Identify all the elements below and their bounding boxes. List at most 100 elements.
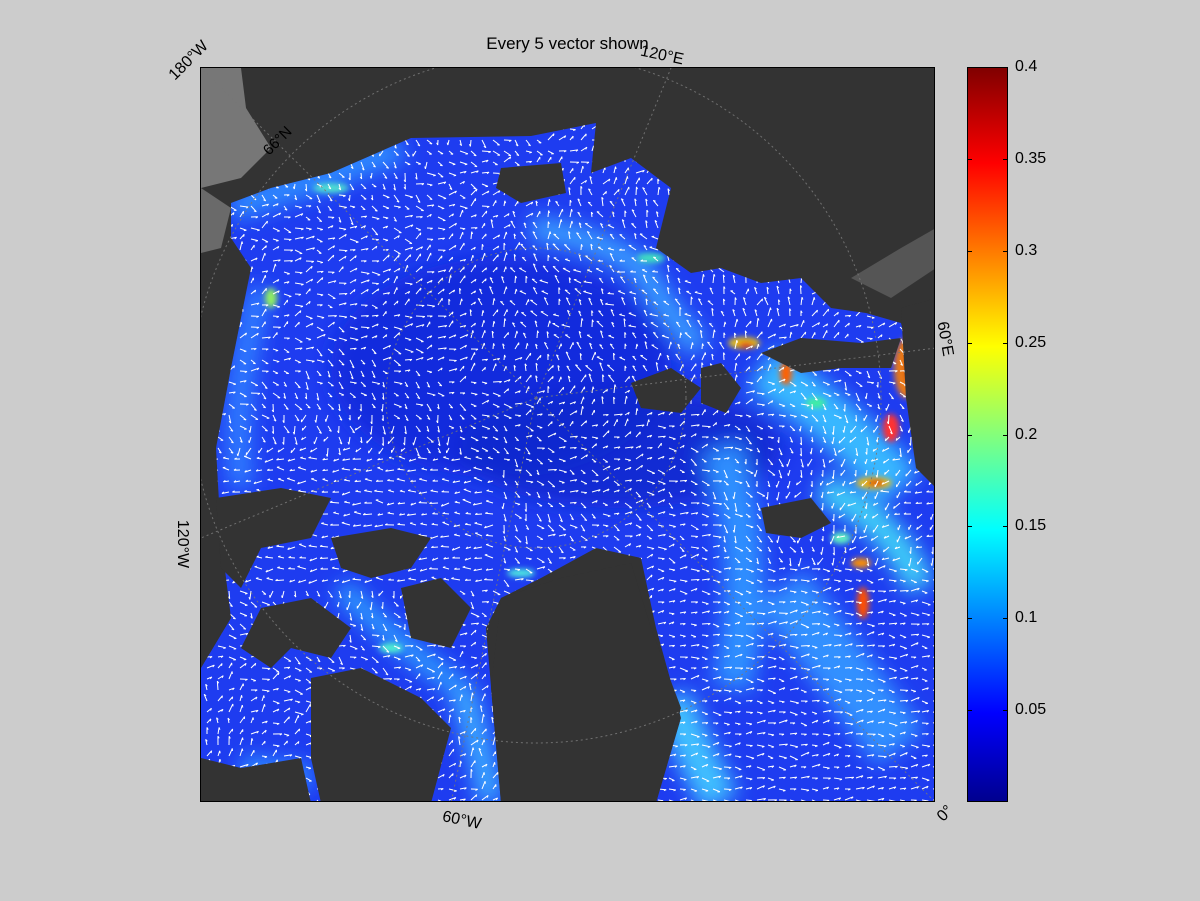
current-vector-head xyxy=(473,187,477,190)
current-vector xyxy=(602,430,610,438)
current-vector xyxy=(387,436,395,445)
current-vector xyxy=(547,199,550,207)
current-vector-head xyxy=(742,307,746,311)
current-vector-head xyxy=(386,167,389,169)
current-vector xyxy=(579,353,582,361)
current-vector xyxy=(261,381,268,389)
current-vector-head xyxy=(329,199,333,202)
current-vector-head xyxy=(476,170,479,173)
current-vector-head xyxy=(778,299,781,303)
current-vector xyxy=(635,177,640,185)
current-vector-head xyxy=(410,214,413,218)
current-vector xyxy=(305,278,313,284)
current-vector xyxy=(684,332,692,339)
current-vector xyxy=(239,359,247,365)
current-vector-head xyxy=(366,315,369,318)
current-vector xyxy=(239,205,249,208)
current-vector xyxy=(628,244,637,251)
current-vector-head xyxy=(264,387,268,390)
current-vector-head xyxy=(254,289,257,293)
current-vector xyxy=(261,425,268,432)
current-vector xyxy=(624,418,629,427)
current-vector-head xyxy=(365,248,369,251)
current-vector-head xyxy=(278,259,281,262)
current-vector-head xyxy=(772,383,775,385)
current-vector-head xyxy=(648,419,650,423)
current-vector-head xyxy=(653,256,656,259)
current-vector-head xyxy=(348,417,351,421)
current-vector-head xyxy=(592,386,595,390)
current-vector-head xyxy=(653,199,656,202)
current-vector xyxy=(305,370,310,380)
current-vector xyxy=(492,150,501,156)
current-vector-head xyxy=(607,292,611,295)
current-vector-head xyxy=(577,198,581,201)
current-vector-head xyxy=(627,390,631,393)
current-vector-head xyxy=(463,409,467,412)
current-vector-head xyxy=(355,339,359,341)
current-vector xyxy=(371,370,376,378)
current-vector-head xyxy=(512,210,516,214)
current-vector-head xyxy=(621,297,624,300)
current-vector-head xyxy=(331,408,334,410)
current-vector-head xyxy=(609,264,613,268)
current-vector-head xyxy=(589,342,592,346)
current-vector xyxy=(448,183,453,190)
current-vector-head xyxy=(264,429,268,432)
current-vector xyxy=(305,359,315,362)
current-vector-head xyxy=(632,355,636,358)
current-vector xyxy=(239,332,247,339)
current-vector-head xyxy=(430,344,433,348)
current-vector xyxy=(283,425,290,434)
current-vector xyxy=(426,403,432,412)
current-vector xyxy=(459,375,467,383)
current-vector xyxy=(404,414,409,421)
current-vector-head xyxy=(469,309,473,312)
current-vector xyxy=(855,381,863,387)
current-vector xyxy=(382,425,386,435)
current-vector-head xyxy=(486,394,489,396)
current-vector xyxy=(261,212,270,218)
current-vector xyxy=(448,233,454,240)
current-vector-head xyxy=(271,431,274,434)
current-vector-head xyxy=(508,139,512,142)
current-vector xyxy=(642,365,648,372)
current-vector-head xyxy=(343,228,347,231)
current-vector-head xyxy=(547,221,550,225)
current-vector-head xyxy=(231,224,234,227)
current-vector-head xyxy=(757,317,760,321)
current-vector-head xyxy=(430,227,433,230)
current-vector-head xyxy=(253,409,257,411)
current-vector xyxy=(619,234,626,240)
current-vector xyxy=(250,367,260,372)
current-vector-head xyxy=(485,278,487,282)
current-vector-head xyxy=(381,418,384,422)
current-vector-head xyxy=(504,200,507,204)
current-vector-head xyxy=(277,246,280,249)
current-vector-head xyxy=(678,287,681,291)
current-vector-head xyxy=(858,408,862,411)
ocean-current-map: 66°N xyxy=(201,68,934,801)
current-vector-head xyxy=(486,171,490,175)
current-vector-head xyxy=(519,357,523,360)
current-vector xyxy=(789,381,797,387)
current-vector-head xyxy=(817,322,821,325)
current-vector-head xyxy=(405,384,409,388)
current-vector xyxy=(532,231,538,240)
current-vector xyxy=(415,403,424,406)
current-vector-head xyxy=(432,394,436,397)
current-vector xyxy=(722,274,725,284)
current-vector xyxy=(393,235,400,240)
current-vector xyxy=(652,288,659,295)
current-vector xyxy=(756,352,763,361)
current-vector-head xyxy=(653,331,656,334)
current-vector-head xyxy=(394,219,397,222)
current-vector-head xyxy=(595,424,599,427)
current-vector-head xyxy=(273,442,277,445)
current-vector xyxy=(667,265,670,273)
current-vector-head xyxy=(508,379,511,382)
current-vector-head xyxy=(299,347,303,350)
current-vector-head xyxy=(835,407,839,410)
current-vector-head xyxy=(267,212,270,216)
current-vector xyxy=(875,414,879,423)
